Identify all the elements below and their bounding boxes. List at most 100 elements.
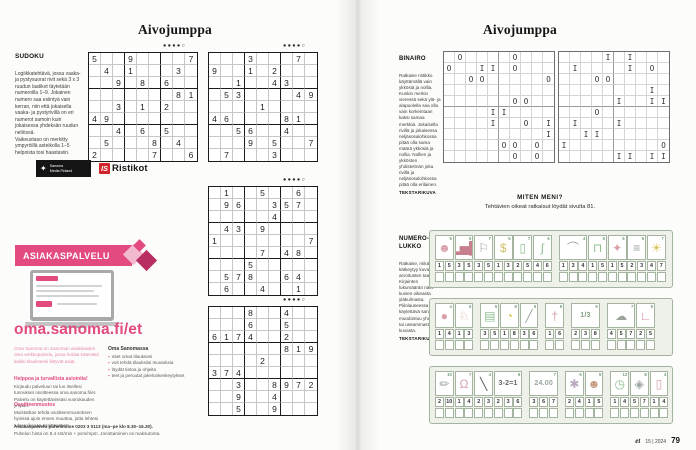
sudoku-cell: 9	[101, 113, 113, 125]
number-cell: 4	[620, 397, 630, 407]
page-fold-shadow	[336, 0, 380, 450]
sudoku-cell	[293, 319, 305, 331]
service-section-1-title: Helppoa ja turvallista asiointia!	[14, 376, 88, 382]
answer-cell	[464, 408, 474, 418]
answer-cell	[454, 340, 464, 350]
sudoku-cell	[113, 137, 125, 149]
letter-count-badge: 6	[518, 371, 521, 377]
sudoku-cell: 4	[101, 65, 113, 77]
sudoku-cell: 8	[137, 77, 149, 89]
binairo-cell	[510, 74, 521, 85]
sudoku-cell	[233, 235, 245, 247]
number-cell: 2	[474, 397, 484, 407]
answer-cell	[509, 340, 519, 350]
sudoku-cell	[221, 355, 233, 367]
binairo-cell: I	[488, 118, 499, 129]
service-footer: Asiakaspalvelu puhelimitse 0203 3 0113 (…	[14, 424, 204, 437]
cheese-picture: ◔ 8	[499, 303, 519, 328]
binairo-cell	[543, 96, 554, 107]
sudoku-cell: 1	[221, 331, 233, 343]
sudoku-cell	[305, 319, 317, 331]
binairo-cell	[603, 107, 614, 118]
binairo-cell	[625, 96, 636, 107]
sudoku-cell: 7	[233, 331, 245, 343]
sudoku-cell	[269, 367, 281, 379]
sudoku-cell	[233, 211, 245, 223]
sudoku-cell: 4	[281, 307, 293, 319]
binairo-cell	[603, 85, 614, 96]
binairo-cell	[592, 96, 603, 107]
binairo-cell	[444, 85, 455, 96]
sudoku-cell	[233, 187, 245, 199]
picture-group: ● 4 ♘ 5 1 4 1 3	[435, 303, 474, 350]
scales-icon: Ω	[459, 376, 469, 391]
sudoku-cell	[281, 137, 293, 149]
letter-count-badge: 7	[553, 371, 556, 377]
sudoku-cell	[101, 101, 113, 113]
sudoku-cell: 4	[269, 211, 281, 223]
answer-cell	[454, 408, 464, 418]
sudoku-cell	[209, 53, 221, 65]
sudoku-cell	[161, 149, 173, 161]
sudoku-cell	[209, 223, 221, 235]
sudoku-cell: 3	[281, 77, 293, 89]
number-cell: 2	[636, 329, 646, 339]
binairo-cell: I	[477, 63, 488, 74]
number-cell: 4	[659, 397, 669, 407]
binairo-cell	[477, 52, 488, 63]
sudoku-cell	[245, 391, 257, 403]
number-cell: 3	[480, 329, 490, 339]
sudoku-cell	[161, 113, 173, 125]
binairo-cell	[543, 85, 554, 96]
sudoku-cell	[221, 211, 233, 223]
binairo-cell	[455, 96, 466, 107]
picture-group: ◷ 12 ◈ 8 ▯ 4 1 4 5 7 1 4	[610, 371, 669, 418]
service-bullet-text: näet omat tilauksesi	[111, 354, 153, 359]
miten-meni-section: MITEN MENI? Tehtävien oikeat ratkaisut l…	[420, 194, 660, 210]
binairo-cell	[543, 63, 554, 74]
sudoku-cell: 2	[161, 101, 173, 113]
sudoku-cell	[101, 125, 113, 137]
sudoku-cell	[221, 403, 233, 415]
sudoku-cell	[305, 403, 317, 415]
answer-cell	[444, 340, 454, 350]
sudoku-cell	[185, 77, 197, 89]
letter-count-badge: 6	[559, 303, 563, 309]
laptop-screen	[30, 270, 114, 321]
sudoku-cell: 7	[221, 367, 233, 379]
binairo-cell	[592, 118, 603, 129]
sudoku-cell	[233, 307, 245, 319]
number-cell: 7	[639, 397, 649, 407]
sudoku-cell	[221, 137, 233, 149]
binairo-cell	[592, 151, 603, 162]
picture-row: 24.00 7	[529, 371, 558, 396]
binairo-cell	[499, 74, 510, 85]
picture-group: ▤ 5 ◔ 8 ╱ 6 3 5 1 8 3 6	[480, 303, 539, 350]
sudoku-cell	[305, 223, 317, 235]
binairo-cell	[581, 140, 592, 151]
binairo-cell	[521, 140, 532, 151]
sudoku-cell: 6	[221, 283, 233, 295]
picture-group: 1/3 9 2 3 8	[571, 303, 600, 350]
sun-icon: ☀	[650, 240, 662, 255]
sudoku-cell	[257, 271, 269, 283]
binairo-cell	[625, 85, 636, 96]
sudoku-cell	[245, 77, 257, 89]
bullet-marker: ▪	[108, 354, 110, 359]
sudoku-cell	[269, 283, 281, 295]
binairo-cell	[614, 52, 625, 63]
letter-count-badge: 5	[579, 371, 582, 377]
sudoku-cell	[245, 113, 257, 125]
whistle-picture: ⚐ 7	[474, 235, 493, 260]
binairo-cell: O	[510, 140, 521, 151]
sudoku-cell: 8	[293, 247, 305, 259]
sudoku-cell	[137, 113, 149, 125]
sudoku-cell	[137, 53, 149, 65]
answer-cell	[645, 340, 655, 350]
number-cell: 2	[627, 261, 637, 271]
alarm-clock-icon: ◷	[614, 376, 625, 391]
sudoku-cell: 1	[245, 65, 257, 77]
